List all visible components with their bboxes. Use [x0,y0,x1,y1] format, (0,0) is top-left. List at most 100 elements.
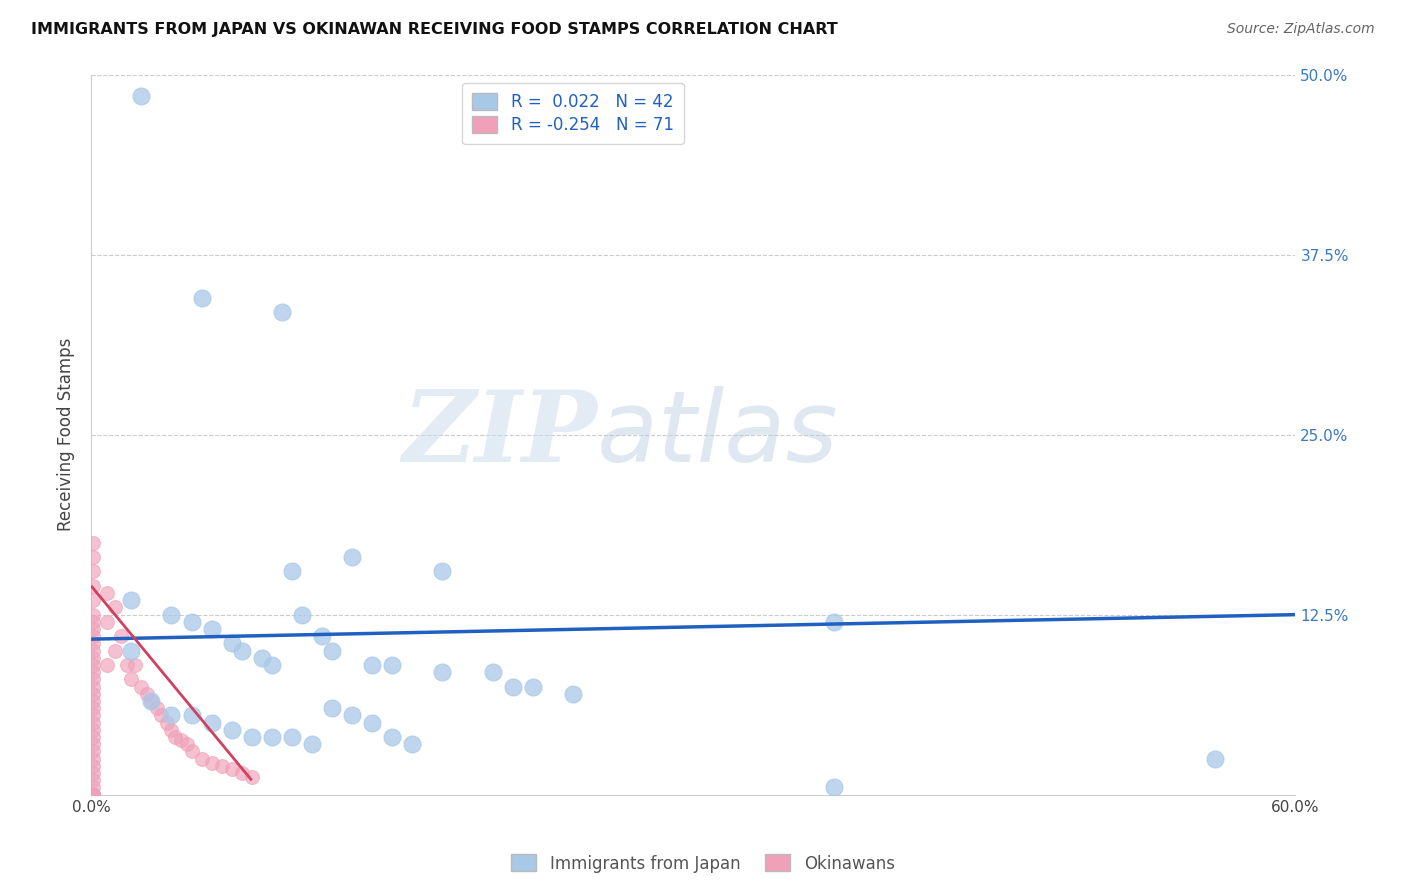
Point [82,593,104,607]
Point [82,579,104,593]
Point [82,788,104,802]
Point [502,680,524,694]
Point [82,643,104,657]
Point [340,708,363,723]
Point [82,694,104,708]
Point [82,680,104,694]
Point [82,788,104,802]
Point [165,730,187,744]
Point [200,715,222,730]
Point [150,708,173,723]
Point [160,607,183,622]
Point [82,615,104,629]
Point [200,622,222,636]
Y-axis label: Receiving Food Stamps: Receiving Food Stamps [58,338,75,532]
Point [117,658,139,673]
Point [321,643,343,657]
Point [82,701,104,715]
Legend: Immigrants from Japan, Okinawans: Immigrants from Japan, Okinawans [505,847,901,880]
Text: atlas: atlas [598,386,838,483]
Point [432,665,454,680]
Point [291,607,314,622]
Point [381,730,404,744]
Point [823,615,845,629]
Point [180,708,202,723]
Point [120,593,142,607]
Point [156,715,179,730]
Point [361,658,384,673]
Point [260,658,283,673]
Point [82,759,104,773]
Point [281,565,304,579]
Point [82,788,104,802]
Point [124,658,146,673]
Point [381,658,404,673]
Point [82,773,104,788]
Point [481,665,503,680]
Point [82,788,104,802]
Point [82,788,104,802]
Point [131,680,153,694]
Point [82,665,104,680]
Point [82,788,104,802]
Point [221,723,243,737]
Point [160,723,183,737]
Text: IMMIGRANTS FROM JAPAN VS OKINAWAN RECEIVING FOOD STAMPS CORRELATION CHART: IMMIGRANTS FROM JAPAN VS OKINAWAN RECEIV… [31,22,838,37]
Point [82,788,104,802]
Point [82,788,104,802]
Point [321,701,343,715]
Point [82,744,104,758]
Point [104,643,127,657]
Point [82,737,104,751]
Point [82,715,104,730]
Point [190,752,212,766]
Point [250,651,273,665]
Point [311,629,333,643]
Point [231,766,253,780]
Point [96,586,118,600]
Point [82,651,104,665]
Point [82,607,104,622]
Point [82,673,104,687]
Point [190,291,212,305]
Point [82,788,104,802]
Point [82,780,104,795]
Point [301,737,323,751]
Point [281,730,304,744]
Point [522,680,544,694]
Point [104,600,127,615]
Point [432,565,454,579]
Point [561,687,583,701]
Point [231,643,253,657]
Point [141,694,163,708]
Point [82,788,104,802]
Point [110,629,132,643]
Point [270,305,292,319]
Point [82,752,104,766]
Point [176,737,198,751]
Point [361,715,384,730]
Point [120,643,142,657]
Point [82,723,104,737]
Point [240,771,263,785]
Text: ZIP: ZIP [402,386,598,483]
Point [1204,752,1226,766]
Point [260,730,283,744]
Point [82,708,104,723]
Point [96,615,118,629]
Point [141,694,163,708]
Point [82,549,104,564]
Point [82,730,104,744]
Point [82,788,104,802]
Point [146,701,169,715]
Point [211,759,233,773]
Point [96,658,118,673]
Point [82,535,104,549]
Point [240,730,263,744]
Point [221,762,243,776]
Point [180,615,202,629]
Point [82,788,104,802]
Point [180,744,202,758]
Point [82,629,104,643]
Point [82,622,104,636]
